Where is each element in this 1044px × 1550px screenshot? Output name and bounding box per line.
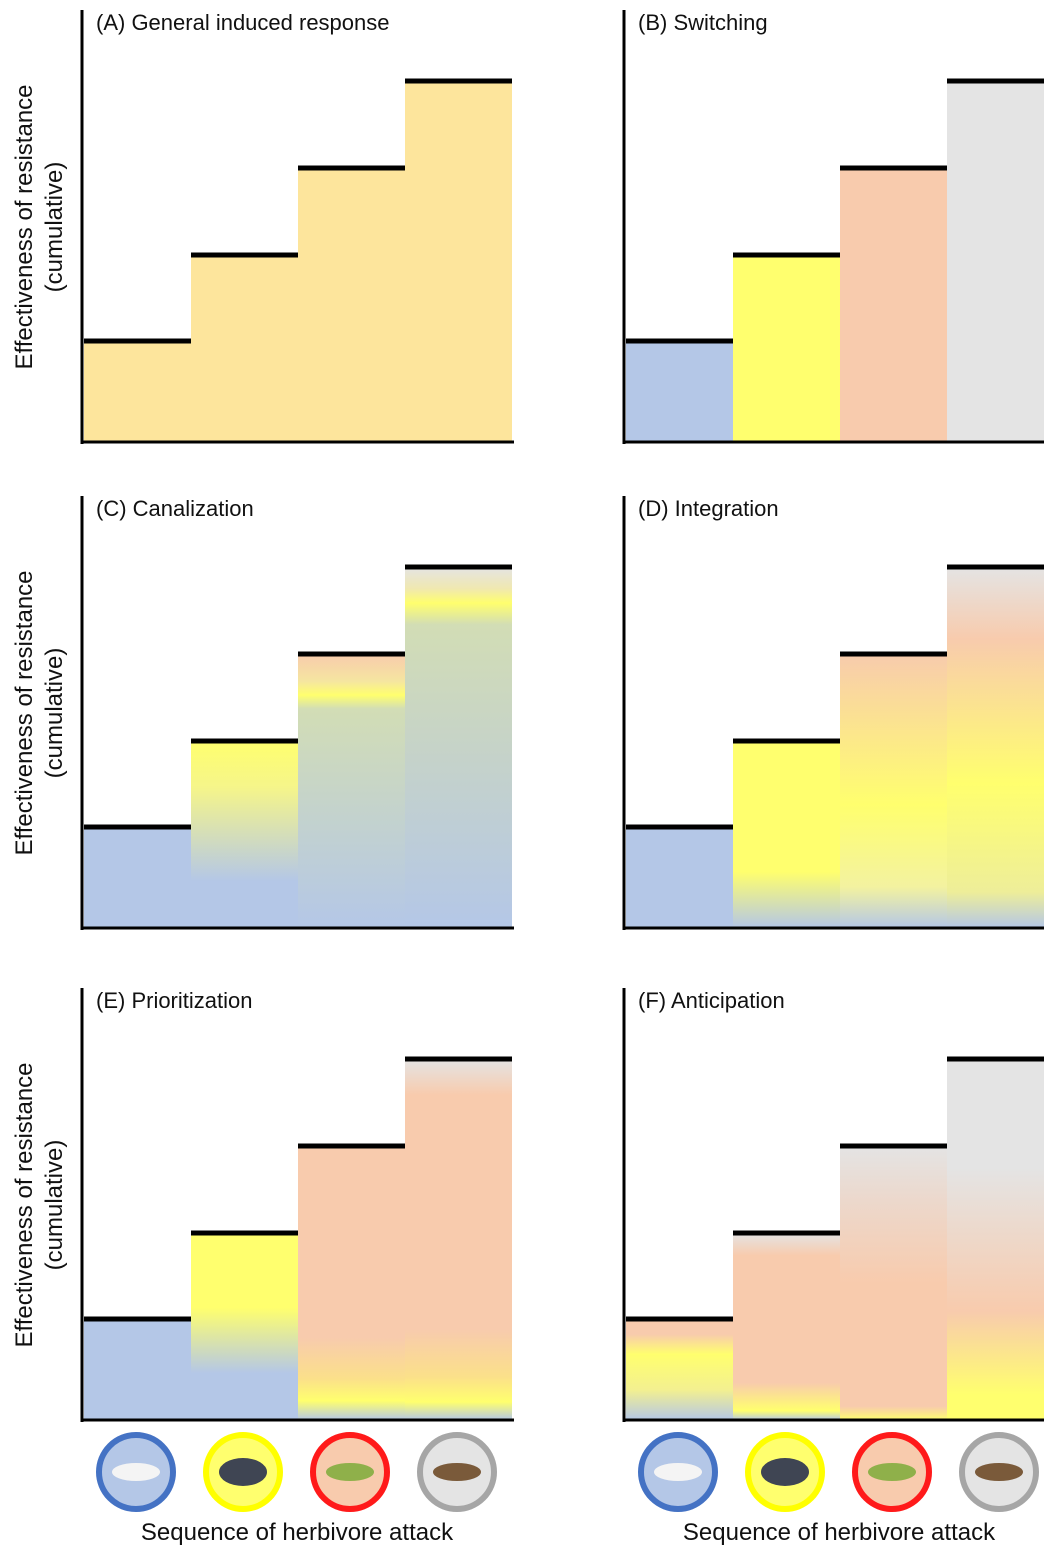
panel-title: (F) Anticipation bbox=[638, 988, 785, 1013]
bar bbox=[840, 654, 947, 928]
bar bbox=[405, 567, 512, 928]
panel: (F) Anticipation bbox=[624, 988, 1044, 1422]
bar bbox=[626, 341, 733, 442]
herbivore-icon bbox=[99, 1435, 173, 1509]
herbivore-icon bbox=[748, 1435, 822, 1509]
x-axis-label: Sequence of herbivore attack bbox=[683, 1519, 996, 1546]
bar bbox=[405, 1059, 512, 1420]
figure: (A) General induced response Effectivenes… bbox=[0, 0, 1044, 1550]
bar bbox=[626, 1319, 733, 1420]
bar bbox=[733, 741, 840, 928]
panel-title: (A) General induced response bbox=[96, 10, 390, 35]
bar bbox=[191, 255, 298, 442]
herbivore-icon bbox=[313, 1435, 387, 1509]
bar bbox=[840, 168, 947, 442]
x-axis-label: Sequence of herbivore attack bbox=[141, 1519, 454, 1546]
panel: (B) Switching bbox=[624, 10, 1044, 444]
bar bbox=[298, 1146, 405, 1420]
bar bbox=[84, 341, 191, 442]
panel: (D) Integration bbox=[624, 496, 1044, 930]
page: (A) General induced response Effectivenes… bbox=[0, 0, 1044, 1550]
bar bbox=[947, 81, 1044, 442]
panel: (C) Canalization bbox=[82, 496, 514, 930]
y-axis-label: Effectiveness of resistance bbox=[11, 84, 38, 369]
herbivore-icon bbox=[206, 1435, 280, 1509]
y-axis-label: Effectiveness of resistance bbox=[11, 1062, 38, 1347]
bar bbox=[191, 1233, 298, 1420]
bar bbox=[947, 567, 1044, 928]
bar bbox=[191, 741, 298, 928]
y-axis-label: (cumulative) bbox=[41, 648, 68, 779]
panel-title: (C) Canalization bbox=[96, 496, 254, 521]
herbivore-icon bbox=[641, 1435, 715, 1509]
y-axis-label: (cumulative) bbox=[41, 162, 68, 293]
bar bbox=[84, 1319, 191, 1420]
bar bbox=[626, 827, 733, 928]
panel: (A) General induced response bbox=[82, 10, 514, 444]
herbivore-icon bbox=[962, 1435, 1036, 1509]
panel: (E) Prioritization bbox=[82, 988, 514, 1422]
bar bbox=[84, 827, 191, 928]
bar bbox=[298, 654, 405, 928]
herbivore-icon bbox=[855, 1435, 929, 1509]
y-axis-label: Effectiveness of resistance bbox=[11, 570, 38, 855]
bar bbox=[405, 81, 512, 442]
bar bbox=[733, 1233, 840, 1420]
panel-title: (D) Integration bbox=[638, 496, 779, 521]
bar bbox=[733, 255, 840, 442]
herbivore-icon bbox=[420, 1435, 494, 1509]
bar bbox=[947, 1059, 1044, 1420]
panel-title: (B) Switching bbox=[638, 10, 768, 35]
bar bbox=[840, 1146, 947, 1420]
panel-title: (E) Prioritization bbox=[96, 988, 252, 1013]
y-axis-label: (cumulative) bbox=[41, 1140, 68, 1271]
bar bbox=[298, 168, 405, 442]
